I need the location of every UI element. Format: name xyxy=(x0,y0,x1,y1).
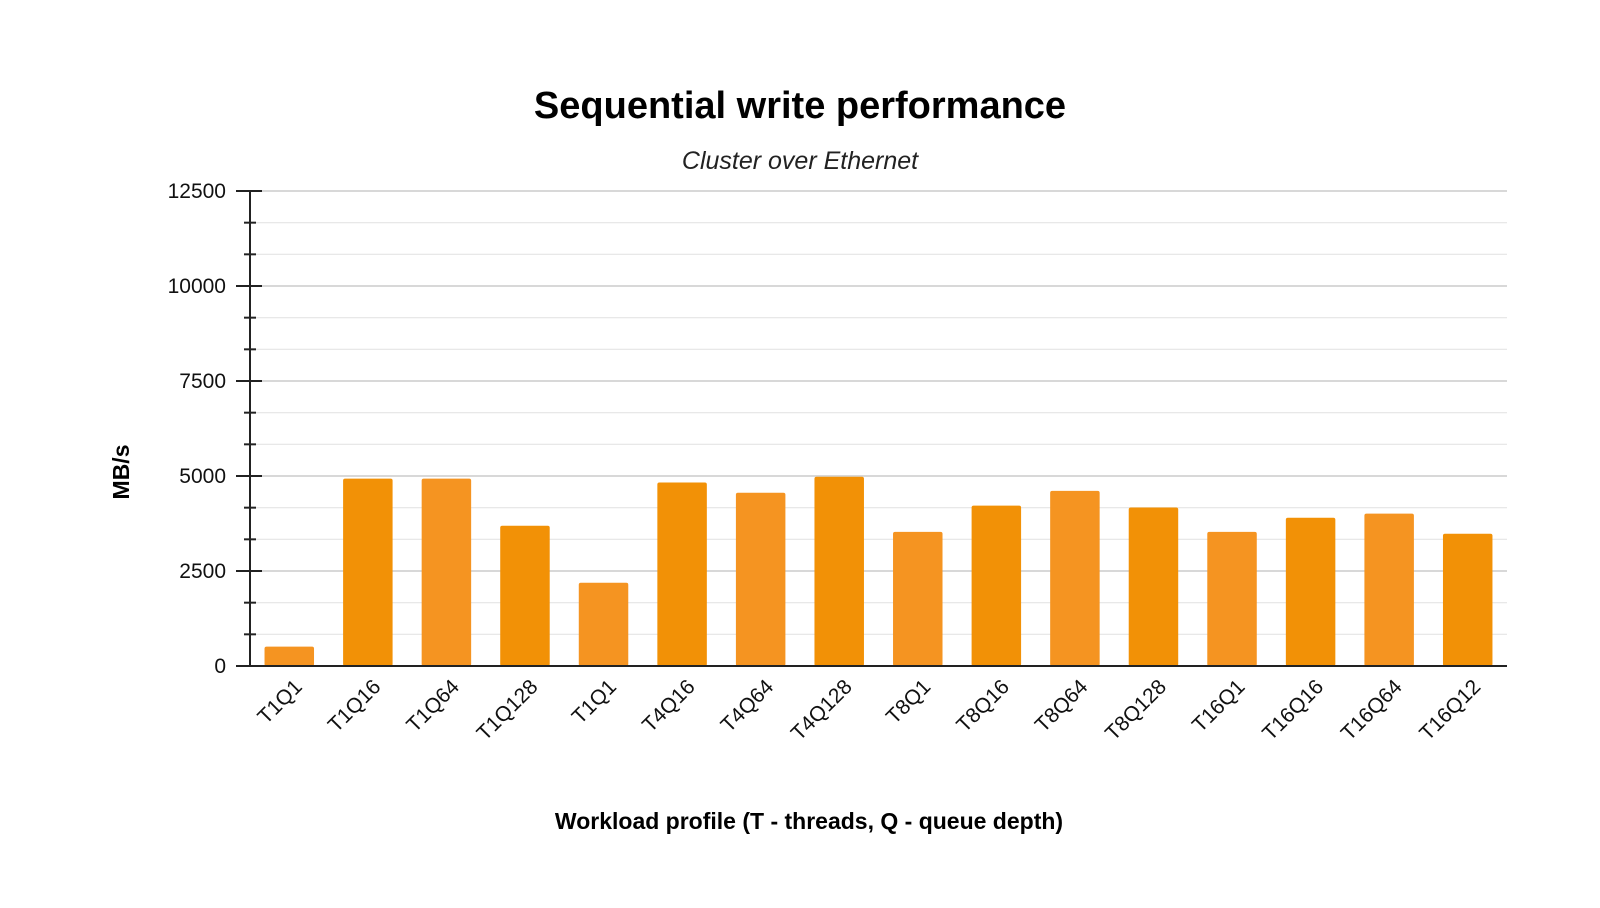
bar xyxy=(343,478,393,666)
bar xyxy=(971,505,1022,666)
y-tick-label: 7500 xyxy=(179,370,226,393)
bar xyxy=(1050,490,1100,666)
bar xyxy=(1207,531,1257,666)
bar xyxy=(893,531,943,666)
x-tick-label: T1Q128 xyxy=(473,675,543,745)
bar xyxy=(264,646,315,666)
x-axis-labels: T1Q1 T1Q16 T1Q64 T1Q128 T1Q1 T4Q16 T4Q64 T4Q128… xyxy=(253,675,1485,745)
x-tick-label: T8Q128 xyxy=(1101,675,1171,745)
bar xyxy=(735,492,786,666)
bar xyxy=(657,482,707,666)
bar xyxy=(1285,517,1336,666)
x-tick-label: T16Q64 xyxy=(1337,675,1407,745)
chart-title: Sequential write performance xyxy=(534,85,1066,127)
x-tick-label: T16Q16 xyxy=(1258,675,1328,745)
bar xyxy=(1364,513,1414,666)
x-tick-label: T4Q16 xyxy=(638,675,700,737)
x-tick-label: T8Q1 xyxy=(882,675,935,728)
y-tick-label: 10000 xyxy=(168,275,226,298)
bar xyxy=(578,582,629,666)
chart-subtitle: Cluster over Ethernet xyxy=(682,147,919,175)
x-tick-label: T1Q64 xyxy=(402,675,464,737)
x-tick-label: T1Q1 xyxy=(253,675,306,728)
bar xyxy=(421,478,472,666)
bar xyxy=(1442,533,1493,666)
bar xyxy=(500,525,550,666)
x-tick-label: T16Q12 xyxy=(1415,675,1485,745)
y-tick-label: 0 xyxy=(214,655,226,678)
x-axis-title: Workload profile (T - threads, Q - queue… xyxy=(555,808,1063,834)
y-axis-title: MB/s xyxy=(108,445,134,500)
x-tick-label: T8Q64 xyxy=(1031,675,1093,737)
y-axis: 0 2500 5000 7500 10000 12500 xyxy=(168,180,1507,678)
y-tick-label: 2500 xyxy=(179,560,226,583)
x-tick-label: T1Q1 xyxy=(568,675,621,728)
bars xyxy=(264,476,1493,666)
x-tick-label: T8Q16 xyxy=(952,675,1014,737)
x-tick-label: T16Q1 xyxy=(1188,675,1250,737)
y-tick-label: 5000 xyxy=(179,465,226,488)
x-tick-label: T4Q128 xyxy=(787,675,857,745)
y-tick-label: 12500 xyxy=(168,180,226,203)
bar xyxy=(814,476,864,666)
x-tick-label: T4Q64 xyxy=(717,675,779,737)
x-tick-label: T1Q16 xyxy=(324,675,386,737)
bar xyxy=(1128,507,1179,666)
